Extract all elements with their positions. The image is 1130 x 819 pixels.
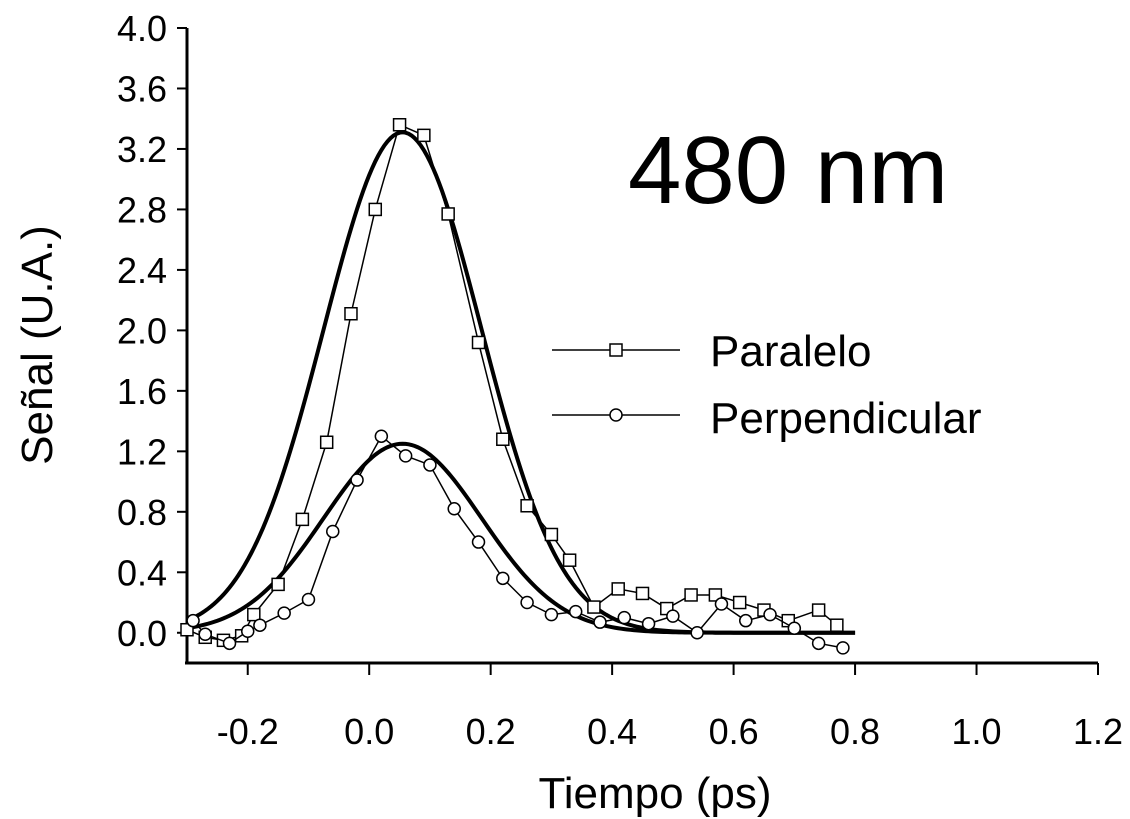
- data-point-perpendicular: [301, 592, 316, 607]
- data-point-perpendicular: [198, 627, 212, 642]
- y-tick-label: 1.2: [117, 431, 167, 472]
- data-point-paralelo: [417, 128, 431, 143]
- data-point-paralelo: [471, 335, 486, 350]
- x-axis-title: Tiempo (ps): [538, 769, 771, 818]
- data-point-perpendicular: [787, 621, 802, 635]
- data-point-paralelo: [319, 435, 334, 450]
- data-point-paralelo: [441, 207, 455, 221]
- y-tick-label: 2.0: [117, 310, 167, 351]
- data-point-perpendicular: [186, 613, 200, 628]
- data-point-paralelo: [271, 577, 285, 592]
- x-tick-label: 0.8: [830, 711, 880, 752]
- legend-marker-circle: [609, 408, 623, 422]
- data-point-perpendicular: [811, 636, 826, 651]
- data-point-paralelo: [830, 618, 844, 632]
- x-tick-label: -0.2: [217, 711, 279, 752]
- data-point-perpendicular: [423, 458, 437, 472]
- y-tick-label: 1.6: [117, 371, 167, 412]
- data-point-perpendicular: [666, 609, 680, 623]
- data-point-paralelo: [344, 307, 358, 321]
- legend-item-paralelo: Paralelo: [552, 327, 871, 376]
- data-point-perpendicular: [240, 624, 255, 638]
- data-point-paralelo: [732, 595, 747, 610]
- series-perpendicular: [186, 429, 850, 655]
- y-tick-label: 0.4: [117, 552, 167, 593]
- axes: [185, 28, 1098, 665]
- y-tick-label: 0.8: [117, 492, 167, 533]
- data-point-perpendicular: [714, 597, 729, 611]
- x-tick-label: 0.2: [466, 711, 516, 752]
- x-tick-label: 1.0: [952, 711, 1002, 752]
- data-point-perpendicular: [544, 607, 559, 622]
- data-point-perpendicular: [350, 473, 364, 487]
- data-point-perpendicular: [593, 615, 607, 629]
- y-tick-label: 3.2: [117, 129, 167, 170]
- wavelength-annotation: 480 nm: [628, 117, 948, 224]
- data-point-perpendicular: [253, 618, 267, 632]
- data-point-perpendicular: [520, 595, 534, 610]
- data-point-perpendicular: [277, 606, 291, 620]
- data-point-perpendicular: [690, 626, 704, 640]
- data-point-paralelo: [295, 512, 310, 527]
- data-point-paralelo: [708, 588, 723, 602]
- y-tick-label: 4.0: [117, 8, 167, 49]
- y-tick-label: 3.6: [117, 68, 167, 109]
- legend: Paralelo Perpendicular: [552, 327, 982, 443]
- y-tick-label: 2.8: [117, 189, 167, 230]
- fit-curve-perpendicular: [186, 441, 856, 635]
- x-ticks: -0.2 0.0 0.2 0.4 0.6 0.8 1.0 1.2: [217, 663, 1123, 752]
- data-point-perpendicular: [617, 610, 632, 625]
- x-tick-label: 0.0: [344, 711, 394, 752]
- data-point-paralelo: [587, 600, 601, 614]
- x-tick-label: 0.6: [709, 711, 759, 752]
- data-point-paralelo: [544, 527, 559, 542]
- data-point-perpendicular: [496, 571, 510, 586]
- data-series: [180, 118, 850, 655]
- data-point-perpendicular: [471, 535, 486, 549]
- y-axis-title: Señal (U.A.): [13, 225, 62, 465]
- legend-label-perpendicular: Perpendicular: [710, 394, 982, 443]
- data-point-perpendicular: [641, 616, 656, 631]
- data-point-perpendicular: [326, 524, 340, 539]
- data-point-paralelo: [392, 118, 407, 132]
- data-point-perpendicular: [738, 613, 753, 628]
- data-point-perpendicular: [763, 607, 777, 622]
- data-point-paralelo: [811, 603, 826, 617]
- data-point-perpendicular: [836, 641, 850, 655]
- y-ticks: 0.0 0.4 0.8 1.2 1.6 2.0 2.4 2.8 3.2 3.6 4.0: [117, 8, 187, 654]
- data-point-perpendicular: [222, 636, 237, 651]
- data-point-paralelo: [520, 499, 534, 513]
- data-point-perpendicular: [447, 502, 461, 516]
- y-tick-label: 2.4: [117, 250, 167, 291]
- data-point-perpendicular: [568, 604, 583, 619]
- data-point-paralelo: [247, 607, 261, 622]
- x-tick-label: 1.2: [1073, 711, 1123, 752]
- data-point-perpendicular: [398, 449, 413, 463]
- data-point-paralelo: [635, 586, 650, 601]
- data-point-perpendicular: [374, 429, 389, 443]
- legend-label-paralelo: Paralelo: [710, 327, 871, 376]
- data-point-paralelo: [368, 202, 383, 217]
- y-tick-label: 0.0: [117, 613, 167, 654]
- data-point-paralelo: [684, 588, 698, 602]
- legend-item-perpendicular: Perpendicular: [552, 394, 982, 443]
- data-point-paralelo: [496, 432, 510, 446]
- data-point-paralelo: [562, 553, 577, 567]
- data-point-paralelo: [611, 582, 625, 596]
- x-tick-label: 0.4: [587, 711, 637, 752]
- legend-marker-square: [609, 343, 623, 357]
- fit-curves: [186, 130, 856, 635]
- data-point-paralelo: [180, 622, 194, 637]
